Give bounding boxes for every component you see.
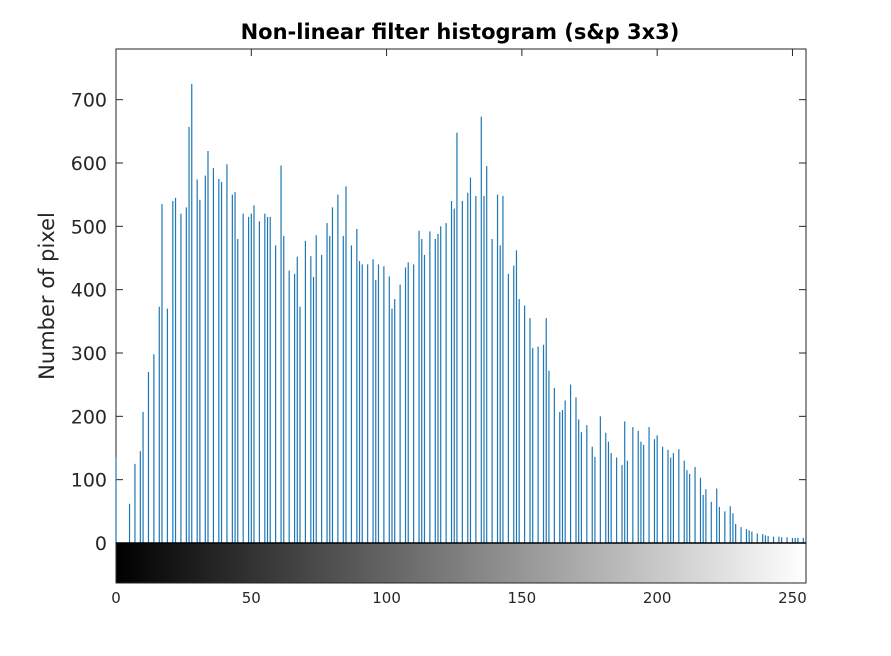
y-axis-label: Number of pixel [35,212,59,380]
bars-layer [115,83,804,543]
x-tick-label: 100 [372,589,401,607]
colorbar [115,542,807,584]
y-tick-label: 0 [95,533,107,555]
y-tick-label: 400 [71,280,107,302]
chart-title: Non-linear filter histogram (s&p 3x3) [241,20,680,44]
y-tick-label: 500 [71,216,107,238]
y-tick-label: 600 [71,153,107,175]
y-tick-label: 700 [71,90,107,112]
y-axis: 0 100 200 300 400 500 600 700 [71,90,806,555]
x-tick-label: 50 [242,589,261,607]
y-tick-label: 300 [71,343,107,365]
x-tick-label: 0 [111,589,121,607]
x-tick-label: 200 [643,589,672,607]
plot-area [115,48,807,544]
y-tick-label: 100 [71,470,107,492]
x-tick-label: 150 [508,589,537,607]
y-tick-label: 200 [71,406,107,428]
x-axis: 0 50 100 150 200 250 [111,49,807,607]
x-tick-label: 250 [778,589,807,607]
